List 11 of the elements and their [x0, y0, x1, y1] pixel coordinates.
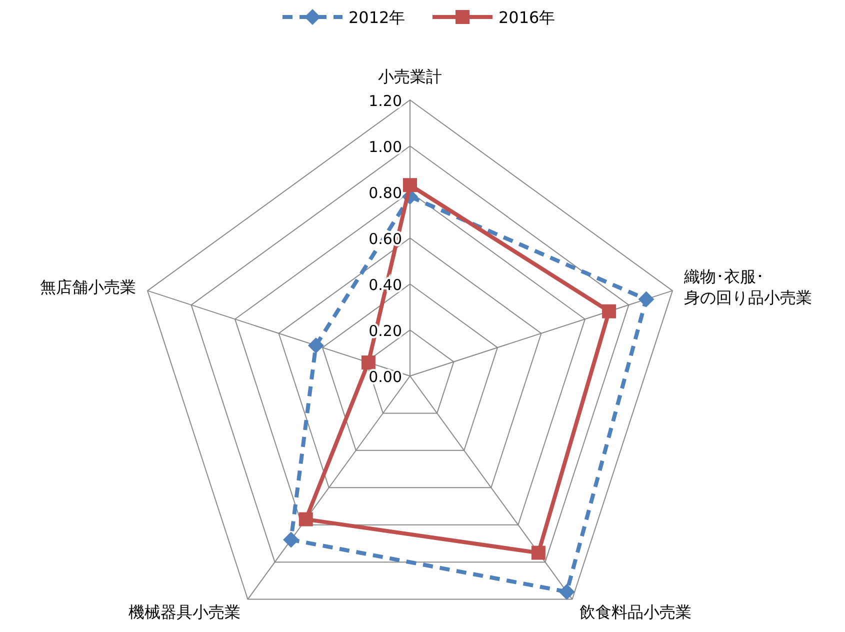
y-tick-label: 0.00 [368, 368, 402, 386]
y-tick-label: 0.80 [368, 184, 402, 202]
legend-label: 2012年 [348, 8, 406, 27]
spoke-label: 小売業計 [378, 67, 442, 86]
legend-label: 2016年 [498, 8, 556, 27]
y-tick-label: 1.20 [368, 92, 402, 110]
spoke-label: 飲食料品小売業 [579, 602, 692, 622]
spoke-label: 織物･衣服･身の回り品小売業 [682, 266, 812, 307]
y-tick-label: 1.00 [368, 138, 402, 156]
spoke-label: 機械器具小売業 [128, 602, 241, 622]
spoke-label: 無店舗小売業 [40, 277, 136, 296]
